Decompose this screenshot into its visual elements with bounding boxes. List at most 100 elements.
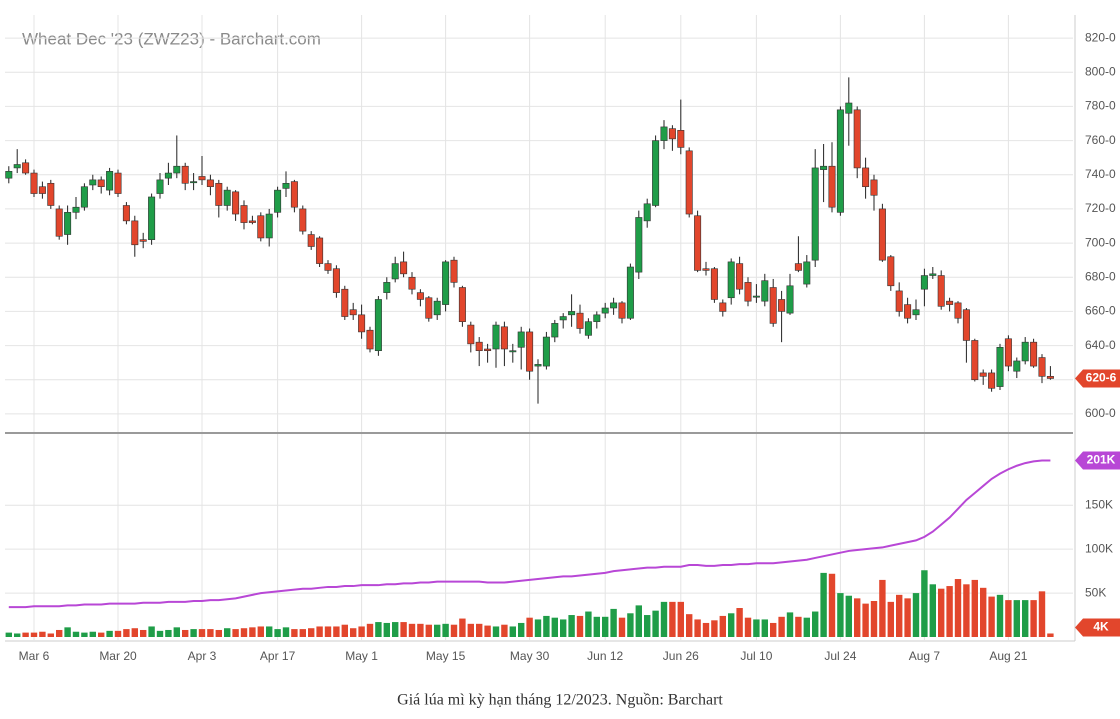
candle-body — [383, 282, 391, 293]
candle-body — [618, 302, 626, 319]
candle-body — [307, 234, 315, 247]
candle-body — [442, 261, 450, 305]
volume-bar — [341, 624, 348, 637]
candle-body — [164, 172, 172, 179]
candle-body — [38, 186, 46, 194]
candle-body — [996, 346, 1004, 387]
volume-bar — [896, 594, 903, 637]
candle-body — [64, 212, 72, 235]
candle-body — [131, 220, 139, 246]
candle-body — [509, 350, 517, 353]
candle-body — [979, 372, 987, 377]
volume-bar — [627, 613, 634, 637]
candle-body — [299, 208, 307, 232]
candle-body — [425, 297, 433, 319]
volume-bar — [1047, 633, 1054, 637]
volume-bar — [123, 629, 130, 637]
volume-bar — [425, 624, 432, 637]
candle-body — [139, 239, 147, 242]
candle-body — [97, 179, 105, 188]
candle-body — [752, 295, 760, 298]
candle-body — [89, 179, 97, 186]
candle-body — [652, 140, 660, 206]
candle-body — [391, 263, 399, 280]
candle-body — [568, 311, 576, 316]
candle-body — [1030, 341, 1038, 367]
candle-body — [828, 165, 836, 208]
candle-body — [870, 179, 878, 196]
volume-bar — [1038, 591, 1046, 637]
x-tick-label: Aug 7 — [909, 649, 941, 663]
candle-body — [778, 299, 786, 312]
candle-body — [332, 268, 340, 293]
x-tick-label: Mar 6 — [19, 649, 50, 663]
candle-body — [626, 266, 634, 319]
candle-body — [954, 302, 962, 319]
value-badge — [1075, 451, 1120, 470]
candle-body — [416, 292, 424, 300]
candle-body — [685, 150, 693, 215]
candle-body — [744, 282, 752, 302]
candle-body — [257, 215, 265, 239]
candle-body — [316, 237, 324, 264]
volume-bar — [173, 627, 180, 637]
volume-bar — [148, 626, 155, 637]
volume-bar — [114, 630, 122, 637]
volume-bar — [543, 615, 550, 637]
volume-bar — [963, 584, 970, 637]
x-tick-label: Jun 26 — [663, 649, 699, 663]
y-tick-label: 800-0 — [1085, 64, 1116, 78]
volume-bar — [291, 629, 298, 637]
candle-body — [660, 126, 668, 141]
candle-body — [820, 165, 828, 170]
candle-body — [282, 182, 290, 189]
volume-bar — [946, 586, 953, 637]
volume-bar — [81, 632, 88, 637]
candle-body — [156, 179, 164, 194]
volume-bar — [728, 613, 735, 637]
volume-bar — [89, 631, 96, 637]
candle-body — [946, 300, 954, 305]
volume-bar — [862, 603, 869, 637]
candle-body — [232, 191, 240, 215]
y-tick-label: 100K — [1085, 541, 1113, 555]
volume-bar — [694, 619, 701, 637]
volume-bar — [526, 617, 533, 637]
candle-body — [635, 217, 643, 273]
candle-body — [845, 102, 853, 114]
candle-body — [198, 176, 206, 181]
candle-body — [862, 167, 870, 188]
y-tick-label: 660-0 — [1085, 304, 1116, 318]
volume-bar — [803, 617, 810, 637]
volume-bar — [316, 626, 323, 637]
x-tick-label: Jul 24 — [824, 649, 856, 663]
volume-bar — [980, 587, 987, 637]
caption: Giá lúa mì kỳ hạn tháng 12/2023. Nguồn: … — [397, 692, 723, 709]
candle-body — [467, 324, 475, 345]
volume-bar — [198, 629, 206, 637]
volume-bar — [324, 626, 332, 637]
volume-bar — [560, 619, 567, 637]
candle-body — [5, 171, 13, 179]
candle-body — [1004, 338, 1012, 367]
y-tick-label: 150K — [1085, 497, 1113, 511]
candle-body — [920, 275, 928, 290]
volume-bar — [971, 579, 978, 637]
volume-bar — [501, 624, 508, 637]
volume-bar — [140, 629, 147, 637]
volume-bar — [837, 593, 844, 637]
volume-bar — [879, 579, 886, 637]
candle-body — [803, 261, 811, 285]
volume-bar — [459, 618, 466, 637]
volume-bar — [770, 622, 777, 637]
volume-bar — [400, 622, 407, 637]
volume-bar — [392, 622, 399, 637]
candle-body — [988, 372, 996, 389]
volume-bar — [736, 608, 743, 637]
volume-bar — [98, 632, 105, 637]
candle-body — [534, 364, 542, 367]
volume-bar — [492, 626, 500, 637]
value-badge — [1075, 369, 1120, 388]
y-tick-label: 720-0 — [1085, 201, 1116, 215]
